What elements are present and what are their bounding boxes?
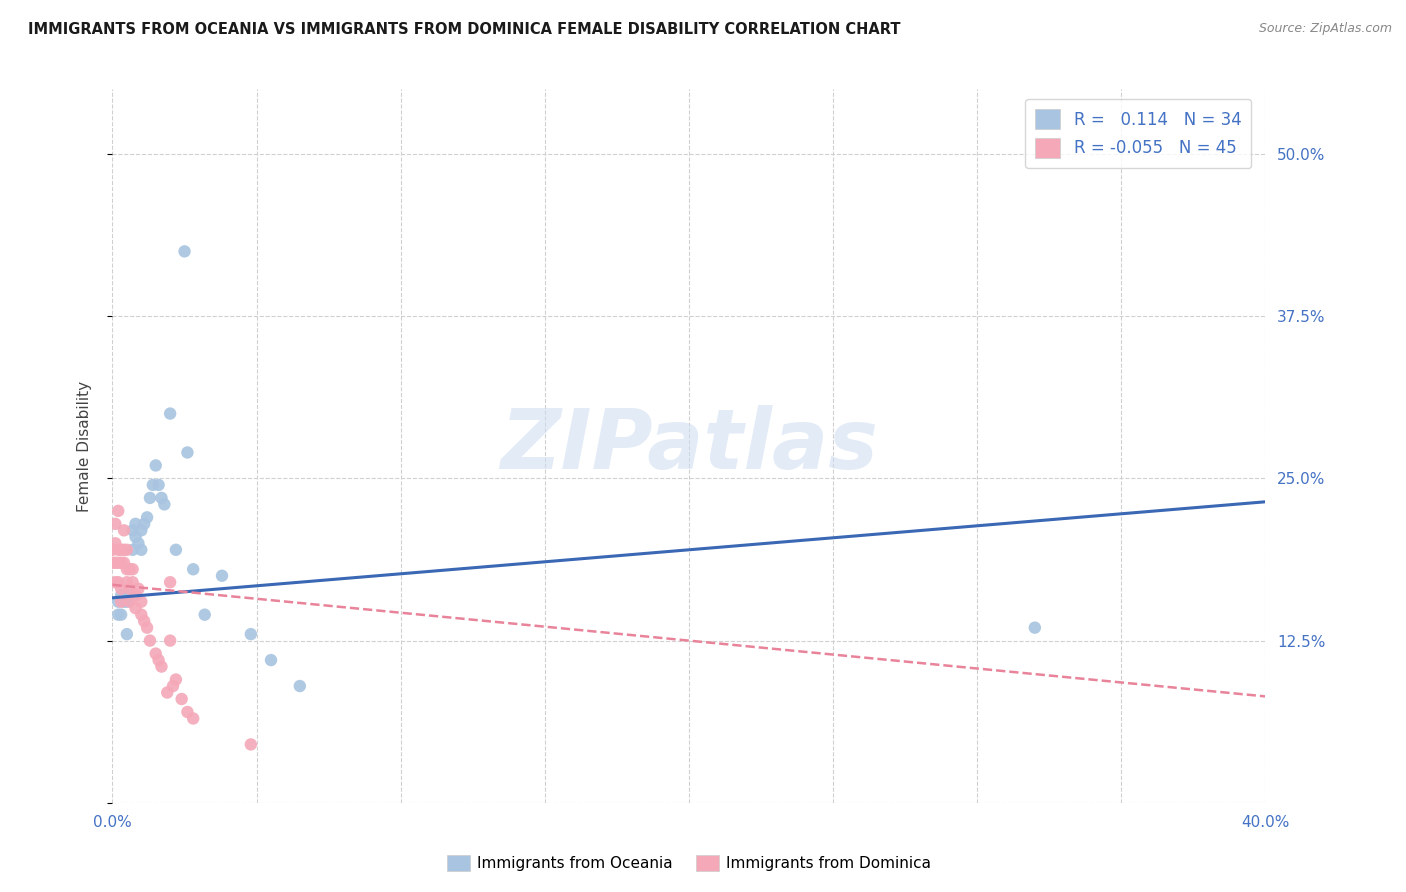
Point — [181, 711, 204, 725]
Point — [112, 524, 135, 538]
Point — [1024, 621, 1046, 635]
Text: ZIPatlas: ZIPatlas — [501, 406, 877, 486]
Point — [176, 445, 198, 459]
Point — [165, 542, 187, 557]
Point — [127, 536, 149, 550]
Point — [129, 524, 153, 538]
Text: Source: ZipAtlas.com: Source: ZipAtlas.com — [1258, 22, 1392, 36]
Point — [162, 679, 184, 693]
Point — [288, 679, 311, 693]
Point — [211, 568, 233, 582]
Point — [107, 556, 129, 570]
Point — [121, 542, 143, 557]
Point — [110, 588, 132, 602]
Y-axis label: Female Disability: Female Disability — [77, 380, 91, 512]
Point — [104, 516, 127, 531]
Point — [145, 647, 167, 661]
Point — [129, 595, 153, 609]
Point — [127, 582, 149, 596]
Point — [145, 458, 167, 473]
Point — [136, 621, 159, 635]
Point — [118, 588, 141, 602]
Point — [104, 536, 127, 550]
Point — [239, 738, 262, 752]
Point — [107, 575, 129, 590]
Point — [104, 556, 127, 570]
Point — [121, 562, 143, 576]
Point — [181, 562, 204, 576]
Point — [139, 633, 162, 648]
Point — [156, 685, 179, 699]
Point — [121, 524, 143, 538]
Point — [110, 542, 132, 557]
Point — [115, 575, 138, 590]
Point — [159, 633, 181, 648]
Point — [110, 607, 132, 622]
Point — [115, 595, 138, 609]
Point — [121, 575, 143, 590]
Point — [153, 497, 176, 511]
Point — [124, 516, 146, 531]
Point — [150, 659, 173, 673]
Point — [110, 582, 132, 596]
Point — [129, 607, 153, 622]
Point — [115, 562, 138, 576]
Point — [107, 607, 129, 622]
Point — [110, 595, 132, 609]
Point — [139, 491, 162, 505]
Point — [118, 562, 141, 576]
Point — [134, 516, 156, 531]
Point — [176, 705, 198, 719]
Point — [110, 556, 132, 570]
Point — [124, 601, 146, 615]
Point — [107, 504, 129, 518]
Point — [159, 575, 181, 590]
Point — [136, 510, 159, 524]
Point — [173, 244, 195, 259]
Point — [239, 627, 262, 641]
Point — [107, 542, 129, 557]
Point — [118, 582, 141, 596]
Point — [112, 556, 135, 570]
Point — [159, 407, 181, 421]
Text: IMMIGRANTS FROM OCEANIA VS IMMIGRANTS FROM DOMINICA FEMALE DISABILITY CORRELATIO: IMMIGRANTS FROM OCEANIA VS IMMIGRANTS FR… — [28, 22, 901, 37]
Point — [107, 595, 129, 609]
Point — [101, 556, 124, 570]
Point — [148, 653, 170, 667]
Point — [112, 542, 135, 557]
Point — [150, 491, 173, 505]
Point — [134, 614, 156, 628]
Point — [194, 607, 217, 622]
Point — [165, 673, 187, 687]
Point — [260, 653, 283, 667]
Legend: Immigrants from Oceania, Immigrants from Dominica: Immigrants from Oceania, Immigrants from… — [440, 849, 938, 877]
Point — [148, 478, 170, 492]
Point — [112, 595, 135, 609]
Point — [115, 627, 138, 641]
Point — [118, 595, 141, 609]
Point — [129, 542, 153, 557]
Point — [142, 478, 165, 492]
Point — [104, 575, 127, 590]
Point — [115, 542, 138, 557]
Point — [170, 692, 193, 706]
Point — [101, 542, 124, 557]
Point — [124, 530, 146, 544]
Point — [124, 588, 146, 602]
Legend: R =   0.114   N = 34, R = -0.055   N = 45: R = 0.114 N = 34, R = -0.055 N = 45 — [1025, 99, 1251, 168]
